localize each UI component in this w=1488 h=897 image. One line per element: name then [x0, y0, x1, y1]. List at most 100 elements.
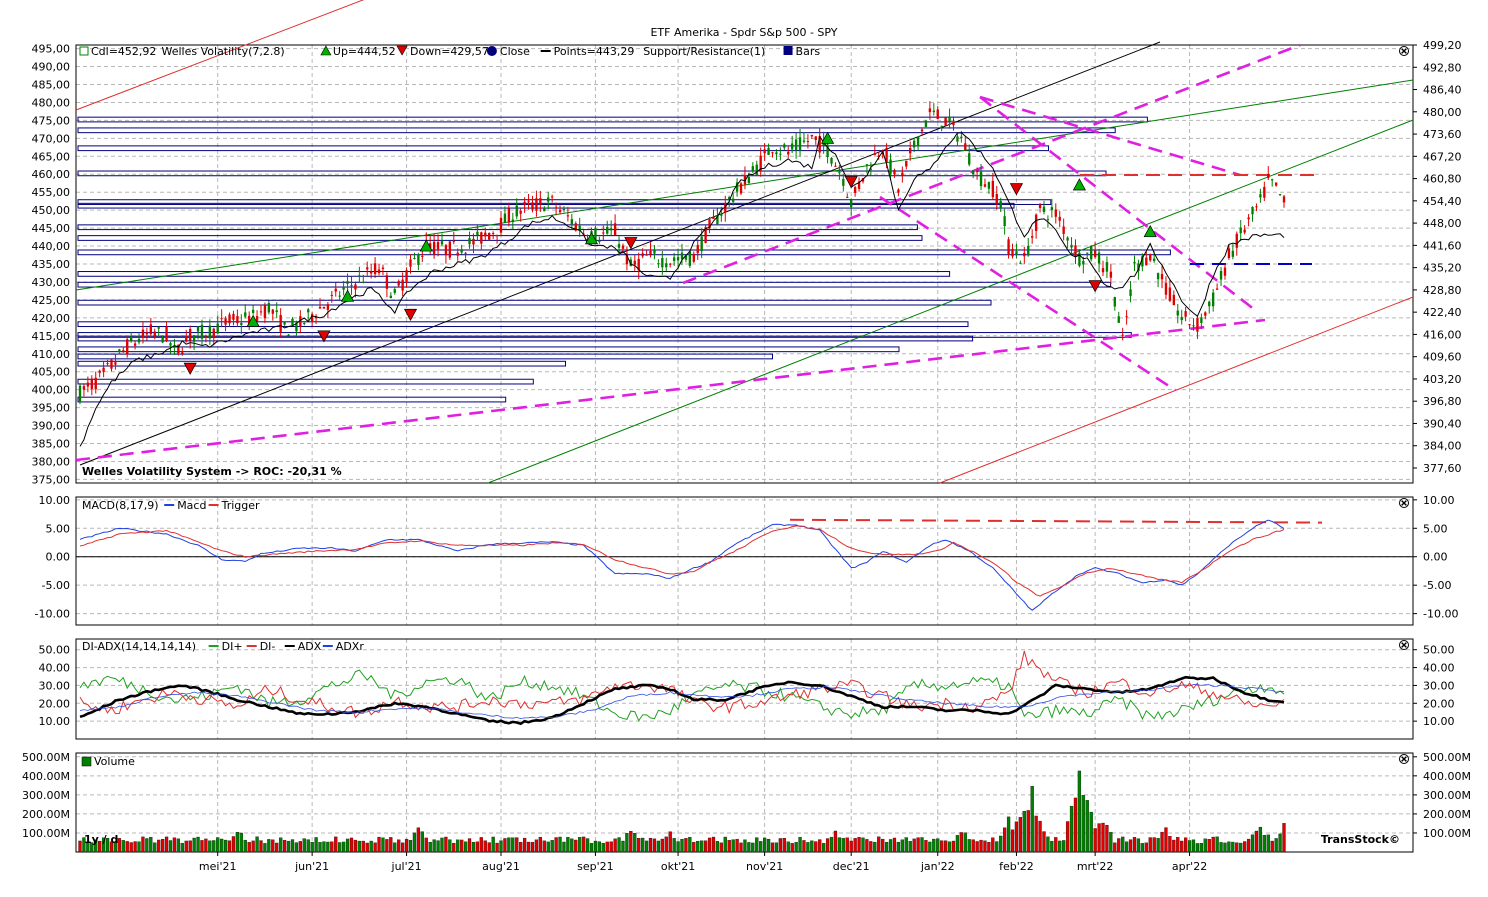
candle-body	[893, 169, 896, 175]
candle-body	[1243, 229, 1246, 233]
volume-bar	[1203, 838, 1207, 853]
volume-bar	[314, 837, 318, 853]
y-tick-left: 395,00	[32, 402, 71, 415]
candle-body	[488, 232, 491, 240]
volume-bar	[1246, 838, 1251, 853]
volume-bar	[943, 840, 948, 853]
y-tick-left: 415,00	[32, 330, 71, 343]
volume-bar	[1010, 829, 1015, 853]
candle-body	[491, 233, 495, 235]
watermark: TransStock©	[1321, 833, 1400, 846]
candle-body	[1164, 282, 1168, 295]
candle-body	[1023, 252, 1026, 257]
volume-bar	[125, 841, 129, 853]
candle-body	[248, 315, 251, 325]
candle-body	[830, 157, 833, 164]
candle-body	[999, 200, 1002, 208]
candle-body	[338, 295, 341, 297]
candle-body	[464, 252, 467, 254]
volume-bar	[235, 832, 240, 853]
volume-bar	[912, 838, 916, 853]
candle-body	[129, 336, 133, 342]
volume-bar	[1093, 828, 1097, 853]
volume-bar	[141, 836, 145, 853]
volume-bar	[853, 838, 857, 853]
volume-bar	[1227, 841, 1231, 853]
candle-body	[334, 288, 337, 292]
legend-bars-icon	[783, 46, 793, 55]
up-signal-marker	[419, 239, 433, 252]
volume-bar	[900, 839, 904, 853]
candle-body	[460, 249, 463, 253]
y-tick-right: 377,60	[1423, 462, 1462, 475]
legend-label: Points=443,29	[554, 45, 635, 58]
candle-body	[602, 232, 605, 234]
y-tick-right: 435,20	[1423, 262, 1462, 275]
series-line-di	[79, 669, 1285, 722]
up-signal-marker	[1072, 178, 1086, 191]
candle-body	[126, 339, 129, 355]
volume-bar	[786, 841, 790, 853]
down-signal-marker	[1088, 280, 1102, 293]
candle-body	[865, 164, 869, 166]
candle-body	[928, 108, 932, 113]
volume-bar	[1073, 797, 1078, 853]
volume-bar	[825, 838, 830, 853]
volume-bar	[412, 832, 417, 853]
volume-bar	[967, 839, 971, 853]
volume-bar	[149, 837, 153, 853]
volume-bar	[688, 837, 692, 853]
candle-body	[409, 259, 412, 267]
x-tick-label: nov'21	[746, 860, 783, 873]
volume-bar	[932, 838, 936, 853]
legend-label: Welles Volatility(7,2.8)	[162, 45, 285, 58]
y-tick-left: 430,00	[32, 276, 71, 289]
candle-body	[1267, 174, 1270, 179]
candle-body	[145, 332, 149, 335]
volume-bar	[1152, 837, 1156, 853]
candle-body	[1172, 294, 1176, 306]
volume-bar	[310, 841, 314, 853]
candle-body	[1090, 245, 1093, 260]
candle-body	[240, 323, 243, 326]
candle-body	[122, 350, 125, 352]
volume-bar	[1026, 810, 1030, 853]
volume-bar	[401, 842, 405, 853]
volume-bar	[778, 838, 782, 853]
volume-bar	[192, 837, 196, 853]
panel-background	[76, 753, 1413, 852]
volume-bar	[979, 839, 983, 853]
candle-body	[617, 244, 621, 248]
volume-bar	[381, 837, 385, 853]
volume-bar	[1065, 821, 1070, 853]
magenta-channel-down-b	[979, 95, 1256, 312]
candle-body	[877, 155, 880, 157]
candle-body	[747, 177, 751, 184]
x-tick-label: okt'21	[661, 860, 695, 873]
candle-body	[188, 328, 192, 341]
candle-body	[649, 250, 652, 255]
y-tick-right: 500.00M	[1423, 751, 1471, 764]
y-tick-right: 10.00	[1423, 494, 1455, 507]
volume-bar	[137, 841, 141, 853]
candle-body	[1160, 274, 1164, 280]
volume-bar	[684, 838, 688, 853]
trend-line-red-upper	[75, 0, 365, 111]
candle-body	[1208, 301, 1211, 307]
volume-bar	[884, 841, 889, 853]
candle-body	[1263, 186, 1266, 198]
candle-body	[1282, 196, 1286, 203]
volume-bar	[1258, 826, 1263, 853]
candle-body	[118, 349, 121, 353]
volume-bar	[766, 838, 771, 853]
candle-body	[735, 182, 739, 192]
volume-bar	[145, 838, 149, 853]
volume-bar	[1239, 842, 1243, 853]
candle-body	[472, 238, 475, 245]
candle-body	[358, 275, 361, 277]
volume-bar	[829, 836, 834, 853]
support-resistance-box	[77, 170, 1107, 177]
candle-body	[153, 331, 156, 336]
volume-bar	[723, 836, 727, 853]
candle-body	[665, 263, 668, 268]
